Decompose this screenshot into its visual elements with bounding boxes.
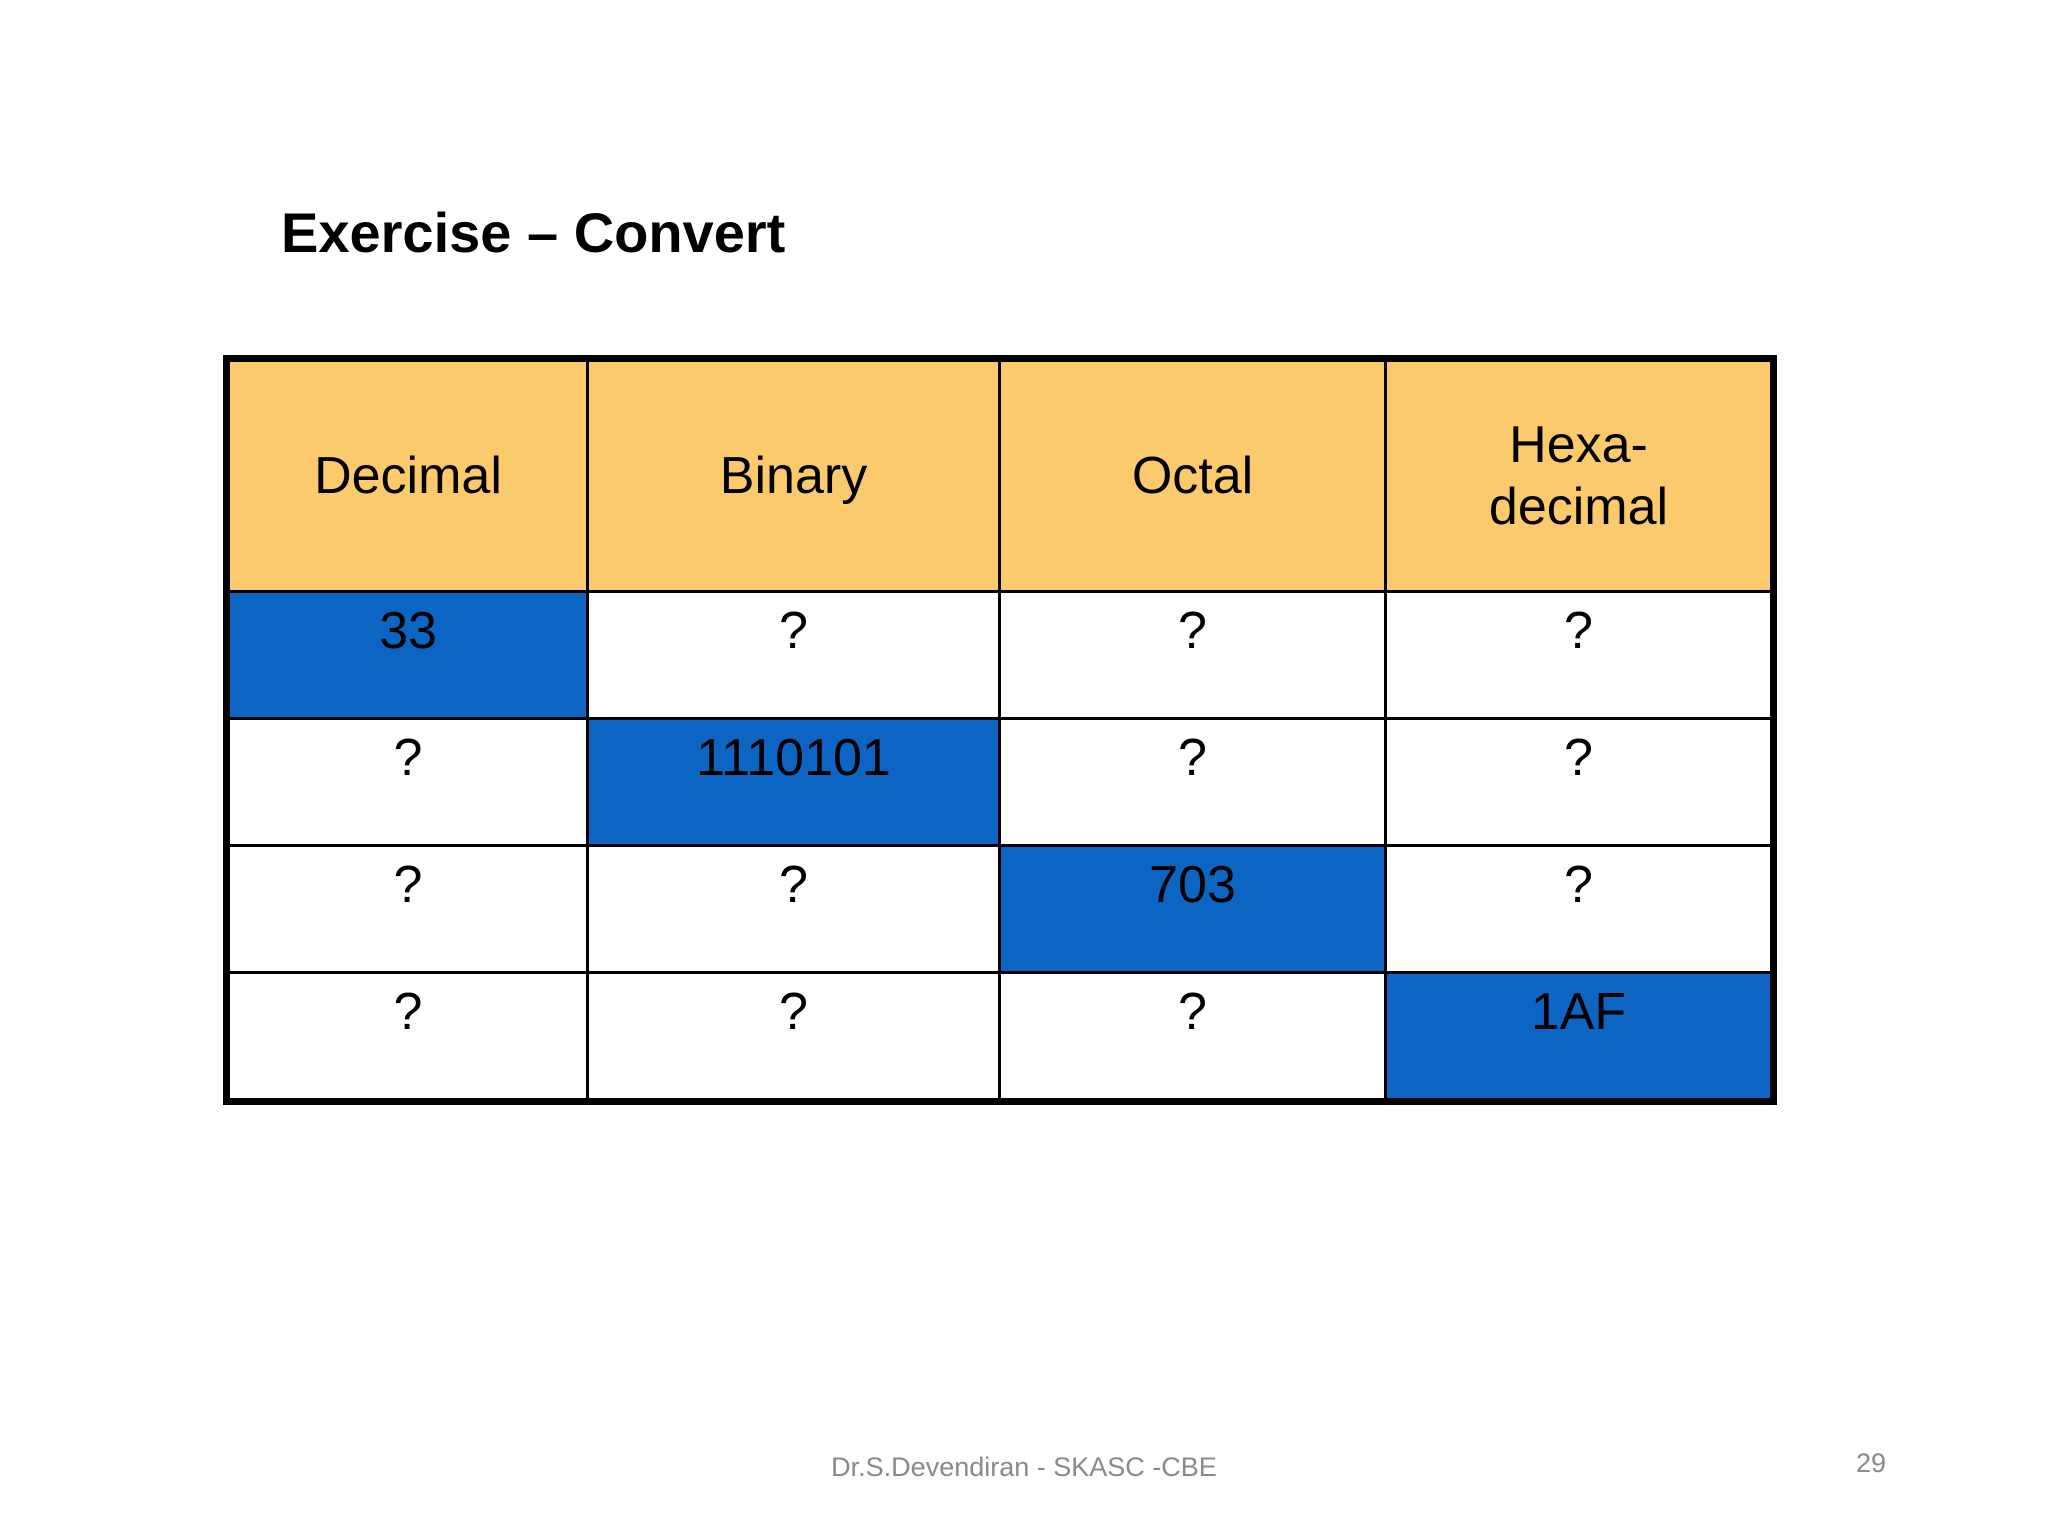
cell-row2-decimal: ? [225,717,589,847]
cell-row3-hexadecimal: ? [1384,844,1775,974]
slide-title: Exercise – Convert [281,201,786,264]
cell-row2-hexadecimal: ? [1384,717,1775,847]
conversion-table: Decimal Binary Octal Hexa- decimal 33 ? … [223,355,1777,1105]
footer-credit: Dr.S.Devendiran - SKASC -CBE [831,1452,1217,1482]
cell-row1-decimal: 33 [225,590,589,720]
cell-row1-binary: ? [586,590,1001,720]
page-number: 29 [1856,1448,1887,1478]
table-row: 33 ? ? ? [225,590,1775,720]
cell-row3-octal: 703 [998,844,1387,974]
table-row: ? ? 703 ? [225,844,1775,974]
column-header-decimal: Decimal [225,357,589,593]
cell-row3-binary: ? [586,844,1001,974]
column-header-hexadecimal: Hexa- decimal [1384,357,1775,593]
cell-row1-octal: ? [998,590,1387,720]
conversion-table-container: Decimal Binary Octal Hexa- decimal 33 ? … [223,355,1777,1105]
cell-row2-binary: 1110101 [586,717,1001,847]
column-header-binary: Binary [586,357,1001,593]
cell-row4-binary: ? [586,971,1001,1103]
cell-row4-hexadecimal: 1AF [1384,971,1775,1103]
cell-row4-octal: ? [998,971,1387,1103]
header-row: Decimal Binary Octal Hexa- decimal [225,357,1775,593]
table-row: ? ? ? 1AF [225,971,1775,1103]
cell-row2-octal: ? [998,717,1387,847]
cell-row4-decimal: ? [225,971,589,1103]
cell-row3-decimal: ? [225,844,589,974]
cell-row1-hexadecimal: ? [1384,590,1775,720]
table-row: ? 1110101 ? ? [225,717,1775,847]
column-header-octal: Octal [998,357,1387,593]
